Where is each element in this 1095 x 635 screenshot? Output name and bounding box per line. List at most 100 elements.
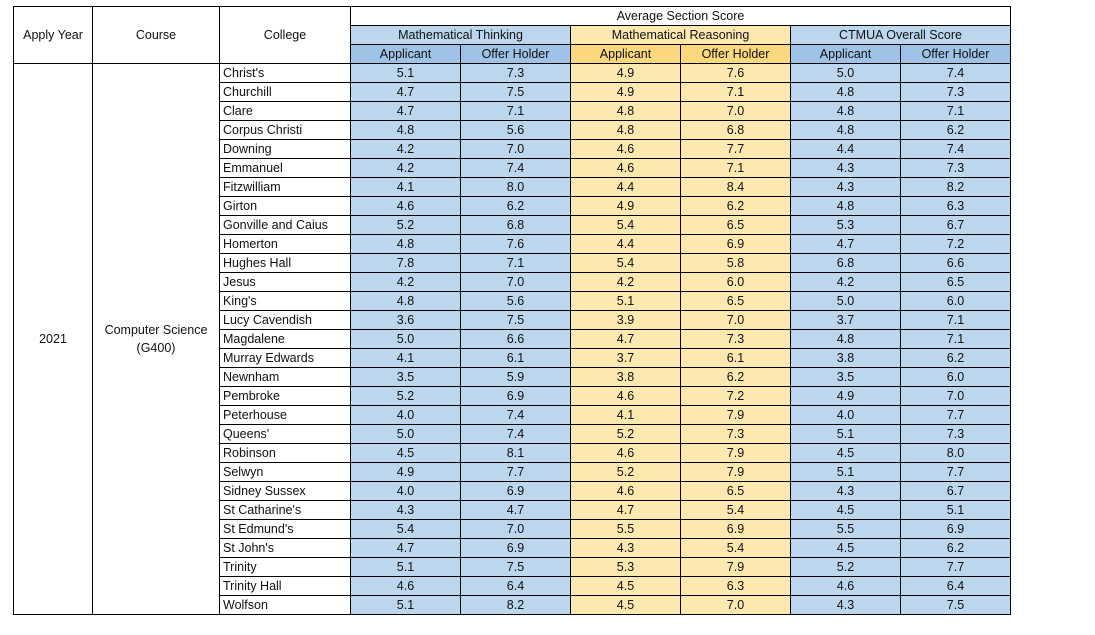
header-row-1: Apply Year Course College Average Sectio… xyxy=(13,6,1011,64)
ct-offer-holder-cell: 7.1 xyxy=(900,101,1011,121)
mt-applicant-cell: 5.0 xyxy=(350,329,461,349)
mt-offer-holder-cell: 7.4 xyxy=(460,158,571,178)
table-row: Lucy Cavendish 3.6 7.5 3.9 7.0 3.7 7.1 xyxy=(14,310,1011,330)
college-cell: Girton xyxy=(219,196,351,216)
ct-applicant-cell: 3.5 xyxy=(790,367,901,387)
mr-applicant-cell: 5.4 xyxy=(570,253,681,273)
mt-applicant-cell: 5.2 xyxy=(350,215,461,235)
table-row: Pembroke 5.2 6.9 4.6 7.2 4.9 7.0 xyxy=(14,386,1011,406)
mt-applicant-cell: 5.1 xyxy=(350,557,461,577)
mr-offer-holder-cell: 7.9 xyxy=(680,443,791,463)
mr-applicant-cell: 5.2 xyxy=(570,424,681,444)
college-cell: Newnham xyxy=(219,367,351,387)
mt-offer-holder-cell: 7.5 xyxy=(460,82,571,102)
mr-applicant-cell: 3.8 xyxy=(570,367,681,387)
table-row: Clare 4.7 7.1 4.8 7.0 4.8 7.1 xyxy=(14,101,1011,121)
mr-applicant-cell: 4.9 xyxy=(570,82,681,102)
college-cell: Downing xyxy=(219,139,351,159)
mt-offer-holder-cell: 6.4 xyxy=(460,576,571,596)
ct-offer-holder-cell: 6.0 xyxy=(900,291,1011,311)
ct-offer-holder-cell: 7.2 xyxy=(900,234,1011,254)
scores-table: Apply Year Course College Average Sectio… xyxy=(13,6,1011,615)
mr-applicant-cell: 5.4 xyxy=(570,215,681,235)
mt-applicant-cell: 4.0 xyxy=(350,405,461,425)
table-row: Churchill 4.7 7.5 4.9 7.1 4.8 7.3 xyxy=(14,82,1011,102)
mt-applicant-cell: 3.6 xyxy=(350,310,461,330)
mt-applicant-cell: 4.2 xyxy=(350,139,461,159)
mr-offer-holder-cell: 7.0 xyxy=(680,101,791,121)
college-cell: Clare xyxy=(219,101,351,121)
mt-offer-holder-cell: 7.0 xyxy=(460,139,571,159)
ct-offer-holder-cell: 6.5 xyxy=(900,272,1011,292)
ct-offer-holder-cell: 6.0 xyxy=(900,367,1011,387)
mt-offer-holder-cell: 7.6 xyxy=(460,234,571,254)
mt-applicant-cell: 4.2 xyxy=(350,158,461,178)
table-body: 2021 Computer Science (G400) Christ's 5.1 7.… xyxy=(13,63,1011,615)
ct-applicant-cell: 5.2 xyxy=(790,557,901,577)
mr-offer-holder-cell: 6.5 xyxy=(680,215,791,235)
mr-offer-holder-cell: 7.0 xyxy=(680,595,791,615)
mr-offer-holder-cell: 5.4 xyxy=(680,538,791,558)
mr-offer-holder-cell: 7.2 xyxy=(680,386,791,406)
ct-applicant-cell: 4.3 xyxy=(790,177,901,197)
ct-offer-holder-cell: 7.4 xyxy=(900,139,1011,159)
college-cell: Christ's xyxy=(219,63,351,83)
ct-offer-holder-cell: 5.1 xyxy=(900,500,1011,520)
table-row: Hughes Hall 7.8 7.1 5.4 5.8 6.8 6.6 xyxy=(14,253,1011,273)
mr-applicant-cell: 4.7 xyxy=(570,500,681,520)
mt-offer-holder-cell: 6.2 xyxy=(460,196,571,216)
mt-applicant-cell: 4.7 xyxy=(350,82,461,102)
mr-offer-holder-cell: 6.9 xyxy=(680,234,791,254)
ct-offer-holder-cell: 7.1 xyxy=(900,329,1011,349)
ct-applicant-cell: 4.9 xyxy=(790,386,901,406)
ct-applicant-cell: 4.3 xyxy=(790,595,901,615)
mt-offer-holder-cell: 7.5 xyxy=(460,557,571,577)
ct-applicant-cell: 4.8 xyxy=(790,82,901,102)
mt-offer-holder-cell: 8.2 xyxy=(460,595,571,615)
mr-offer-holder-cell: 6.8 xyxy=(680,120,791,140)
mr-offer-holder-cell: 7.9 xyxy=(680,405,791,425)
mr-applicant-cell: 4.6 xyxy=(570,386,681,406)
mr-offer-holder-cell: 7.9 xyxy=(680,462,791,482)
mr-offer-holder-cell: 6.5 xyxy=(680,291,791,311)
mr-applicant-cell: 3.9 xyxy=(570,310,681,330)
table-row: Murray Edwards 4.1 6.1 3.7 6.1 3.8 6.2 xyxy=(14,348,1011,368)
mt-applicant-cell: 4.1 xyxy=(350,177,461,197)
mr-applicant-cell: 4.1 xyxy=(570,405,681,425)
ct-offer-holder-cell: 7.7 xyxy=(900,462,1011,482)
mt-offer-holder-cell: 4.7 xyxy=(460,500,571,520)
mt-applicant-cell: 5.1 xyxy=(350,595,461,615)
mt-applicant-cell: 3.5 xyxy=(350,367,461,387)
mr-offer-holder-cell: 6.5 xyxy=(680,481,791,501)
ct-offer-holder-cell: 7.3 xyxy=(900,82,1011,102)
mt-applicant-cell: 5.1 xyxy=(350,63,461,83)
table-row: Queens' 5.0 7.4 5.2 7.3 5.1 7.3 xyxy=(14,424,1011,444)
ct-offer-holder-cell: 6.2 xyxy=(900,538,1011,558)
mt-applicant-cell: 4.6 xyxy=(350,576,461,596)
ct-applicant-cell: 4.7 xyxy=(790,234,901,254)
table-row: Homerton 4.8 7.6 4.4 6.9 4.7 7.2 xyxy=(14,234,1011,254)
mt-applicant-cell: 5.2 xyxy=(350,386,461,406)
ct-applicant-cell: 4.5 xyxy=(790,500,901,520)
ct-offer-holder-cell: 8.0 xyxy=(900,443,1011,463)
mr-offer-holder-cell: 8.4 xyxy=(680,177,791,197)
table-row: Downing 4.2 7.0 4.6 7.7 4.4 7.4 xyxy=(14,139,1011,159)
mt-offer-holder-cell: 7.0 xyxy=(460,272,571,292)
college-header: College xyxy=(219,6,351,64)
ct-applicant-cell: 5.1 xyxy=(790,424,901,444)
mr-applicant-cell: 4.3 xyxy=(570,538,681,558)
mr-applicant-cell: 5.2 xyxy=(570,462,681,482)
college-cell: Peterhouse xyxy=(219,405,351,425)
mr-applicant-cell: 4.5 xyxy=(570,595,681,615)
mt-applicant-header: Applicant xyxy=(350,44,461,64)
mt-applicant-cell: 5.0 xyxy=(350,424,461,444)
mt-offer-holder-cell: 6.9 xyxy=(460,481,571,501)
mt-offer-holder-cell: 6.6 xyxy=(460,329,571,349)
table-row: St Edmund's 5.4 7.0 5.5 6.9 5.5 6.9 xyxy=(14,519,1011,539)
ct-offer-holder-cell: 6.2 xyxy=(900,120,1011,140)
mr-applicant-cell: 3.7 xyxy=(570,348,681,368)
mr-offer-holder-cell: 7.3 xyxy=(680,424,791,444)
mr-offer-holder-cell: 7.7 xyxy=(680,139,791,159)
mr-offer-holder-cell: 7.6 xyxy=(680,63,791,83)
table-row: 2021 Computer Science (G400) Christ's 5.1 7.… xyxy=(13,63,1011,615)
